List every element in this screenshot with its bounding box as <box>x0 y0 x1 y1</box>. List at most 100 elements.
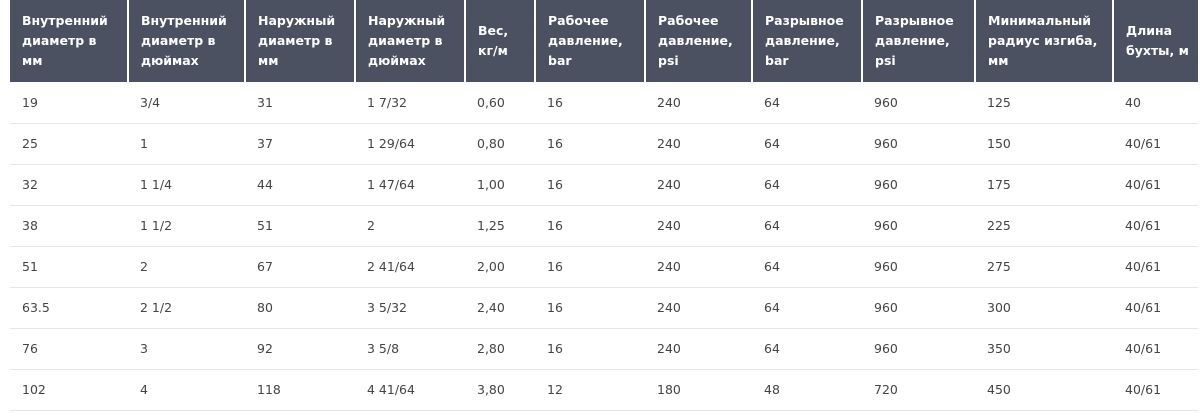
header-cell: Рабочее давление, psi <box>644 0 752 82</box>
table-cell: 40/61 <box>1113 164 1198 206</box>
table-cell: 960 <box>862 205 975 247</box>
table-cell: 2 41/64 <box>355 246 465 288</box>
table-cell: 64 <box>752 287 862 329</box>
table-row: 19 3/4 31 1 7/32 0,60 16 240 64 960 125 40 <box>10 82 1198 124</box>
table-cell: 32 <box>10 164 128 206</box>
table-cell: 64 <box>752 328 862 370</box>
table-cell: 4 41/64 <box>355 369 465 411</box>
table-cell: 2 1/2 <box>128 287 245 329</box>
table-cell: 960 <box>862 82 975 124</box>
table-cell: 16 <box>535 123 645 165</box>
table-cell: 180 <box>645 369 752 411</box>
header-cell: Длина бухты, м <box>1112 0 1198 82</box>
table-cell: 37 <box>245 123 355 165</box>
table-cell: 960 <box>862 328 975 370</box>
table-cell: 38 <box>10 205 128 247</box>
table-cell: 63.5 <box>10 287 128 329</box>
table-cell: 40/61 <box>1113 287 1198 329</box>
table-cell: 225 <box>975 205 1113 247</box>
table-cell: 40/61 <box>1113 369 1198 411</box>
table-cell: 2,00 <box>465 246 535 288</box>
header-cell: Наружный диаметр в дюймах <box>354 0 465 82</box>
table-cell: 2 <box>128 246 245 288</box>
table-cell: 1 <box>128 123 245 165</box>
table-cell: 40/61 <box>1113 328 1198 370</box>
table-cell: 64 <box>752 82 862 124</box>
header-cell: Минимальный радиус изгиба, мм <box>974 0 1113 82</box>
table-row: 102 4 118 4 41/64 3,80 12 180 48 720 450 40/61 <box>10 369 1198 411</box>
table-cell: 16 <box>535 246 645 288</box>
table-cell: 125 <box>975 82 1113 124</box>
table-cell: 960 <box>862 123 975 165</box>
table-cell: 275 <box>975 246 1113 288</box>
table-cell: 720 <box>862 369 975 411</box>
table-cell: 67 <box>245 246 355 288</box>
table-cell: 240 <box>645 328 752 370</box>
table-cell: 25 <box>10 123 128 165</box>
table-cell: 2,80 <box>465 328 535 370</box>
header-cell: Рабочее давление, bar <box>534 0 645 82</box>
table-cell: 960 <box>862 287 975 329</box>
table-cell: 64 <box>752 123 862 165</box>
table-cell: 2 <box>355 205 465 247</box>
table-cell: 0,80 <box>465 123 535 165</box>
table-cell: 80 <box>245 287 355 329</box>
table-cell: 40/61 <box>1113 205 1198 247</box>
table-cell: 19 <box>10 82 128 124</box>
table-cell: 240 <box>645 287 752 329</box>
header-row: Внутренний диаметр в мм Внутренний диамет… <box>10 0 1198 82</box>
table-cell: 40/61 <box>1113 246 1198 288</box>
table-cell: 3/4 <box>128 82 245 124</box>
table-cell: 1,00 <box>465 164 535 206</box>
table-cell: 0,60 <box>465 82 535 124</box>
table-cell: 102 <box>10 369 128 411</box>
table-cell: 150 <box>975 123 1113 165</box>
table-cell: 51 <box>10 246 128 288</box>
table-cell: 960 <box>862 246 975 288</box>
table-cell: 44 <box>245 164 355 206</box>
table-cell: 3 <box>128 328 245 370</box>
table-cell: 118 <box>245 369 355 411</box>
table-cell: 92 <box>245 328 355 370</box>
table-cell: 2,40 <box>465 287 535 329</box>
header-cell: Внутренний диаметр в мм <box>10 0 128 82</box>
table-cell: 16 <box>535 205 645 247</box>
table-cell: 4 <box>128 369 245 411</box>
header-cell: Разрывное давление, bar <box>751 0 862 82</box>
table-row: 51 2 67 2 41/64 2,00 16 240 64 960 275 40/61 <box>10 246 1198 288</box>
table-cell: 16 <box>535 328 645 370</box>
header-cell: Внутренний диаметр в дюймах <box>127 0 245 82</box>
table-cell: 240 <box>645 246 752 288</box>
table-cell: 240 <box>645 164 752 206</box>
table-cell: 12 <box>535 369 645 411</box>
table-cell: 450 <box>975 369 1113 411</box>
header-cell: Вес, кг/м <box>464 0 535 82</box>
table-cell: 350 <box>975 328 1113 370</box>
table-cell: 1 29/64 <box>355 123 465 165</box>
table-cell: 175 <box>975 164 1113 206</box>
table-row: 76 3 92 3 5/8 2,80 16 240 64 960 350 40/61 <box>10 328 1198 370</box>
table-cell: 1,25 <box>465 205 535 247</box>
table-cell: 76 <box>10 328 128 370</box>
table-cell: 1 1/2 <box>128 205 245 247</box>
table-cell: 240 <box>645 82 752 124</box>
table-cell: 16 <box>535 164 645 206</box>
table-cell: 31 <box>245 82 355 124</box>
table-cell: 51 <box>245 205 355 247</box>
table-cell: 40/61 <box>1113 123 1198 165</box>
table-row: 63.5 2 1/2 80 3 5/32 2,40 16 240 64 960 300 40/61 <box>10 287 1198 329</box>
table-row: 38 1 1/2 51 2 1,25 16 240 64 960 225 40/61 <box>10 205 1198 247</box>
table-row: 32 1 1/4 44 1 47/64 1,00 16 240 64 960 175 40/61 <box>10 164 1198 206</box>
table-body: 19 3/4 31 1 7/32 0,60 16 240 64 960 125 40 25 1 37 1 2… <box>10 82 1198 411</box>
table-cell: 16 <box>535 82 645 124</box>
header-cell: Разрывное давление, psi <box>861 0 975 82</box>
spec-table: Внутренний диаметр в мм Внутренний диамет… <box>10 0 1198 411</box>
header-cell: Наружный диаметр в мм <box>244 0 355 82</box>
table-cell: 64 <box>752 246 862 288</box>
table-cell: 16 <box>535 287 645 329</box>
table-cell: 1 47/64 <box>355 164 465 206</box>
table-cell: 240 <box>645 123 752 165</box>
table-cell: 300 <box>975 287 1113 329</box>
table-cell: 64 <box>752 164 862 206</box>
